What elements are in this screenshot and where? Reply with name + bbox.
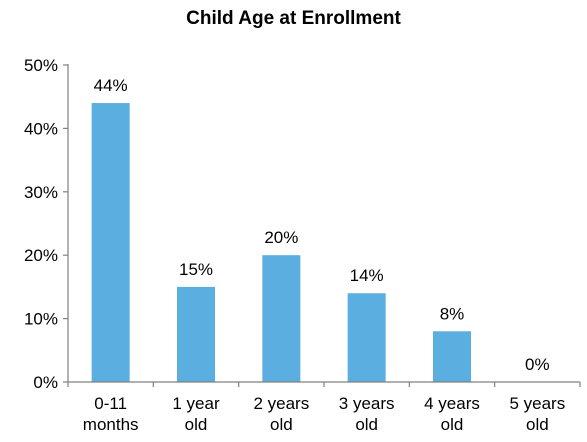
data-label: 44% [94, 76, 128, 95]
bar [262, 255, 301, 382]
y-axis-ticks: 0% 10% 20% 30% 40% 50% [24, 56, 68, 392]
x-tick-label: 4 years [424, 394, 480, 413]
bar [177, 286, 215, 382]
x-tick-label: old [441, 415, 464, 434]
chart-title: Child Age at Enrollment [186, 8, 401, 29]
bar [91, 103, 130, 382]
x-tick-label: 3 years [339, 394, 395, 413]
axes [67, 64, 581, 387]
y-tick-label: 30% [24, 183, 58, 202]
y-tick-label: 10% [24, 310, 58, 329]
x-axis-labels: 0-11 months 1 year old 2 years old 3 years old 4… [83, 394, 565, 434]
x-tick-label: old [185, 415, 208, 434]
y-tick-label: 0% [33, 373, 58, 392]
x-tick-label: 0-11 [94, 394, 127, 413]
x-tick-label: months [83, 415, 139, 434]
data-labels: 44% 15% 20% 14% 8% 0% [94, 76, 550, 374]
x-tick-label: 2 years [253, 394, 309, 413]
data-label: 14% [350, 266, 384, 285]
x-tick-label: 5 years [509, 394, 565, 413]
data-label: 20% [264, 228, 298, 247]
y-tick-label: 50% [24, 56, 58, 75]
y-tick-label: 20% [24, 246, 58, 265]
x-tick-label: old [355, 415, 378, 434]
data-label: 8% [440, 304, 465, 323]
x-tick-label: old [526, 415, 549, 434]
y-tick-label: 40% [24, 119, 58, 138]
bar [347, 293, 386, 382]
data-label: 0% [525, 355, 550, 374]
data-label: 15% [179, 260, 213, 279]
x-tick-label: old [270, 415, 293, 434]
x-tick-label: 1 year [172, 394, 220, 413]
bar [433, 331, 471, 382]
bars [91, 103, 471, 382]
